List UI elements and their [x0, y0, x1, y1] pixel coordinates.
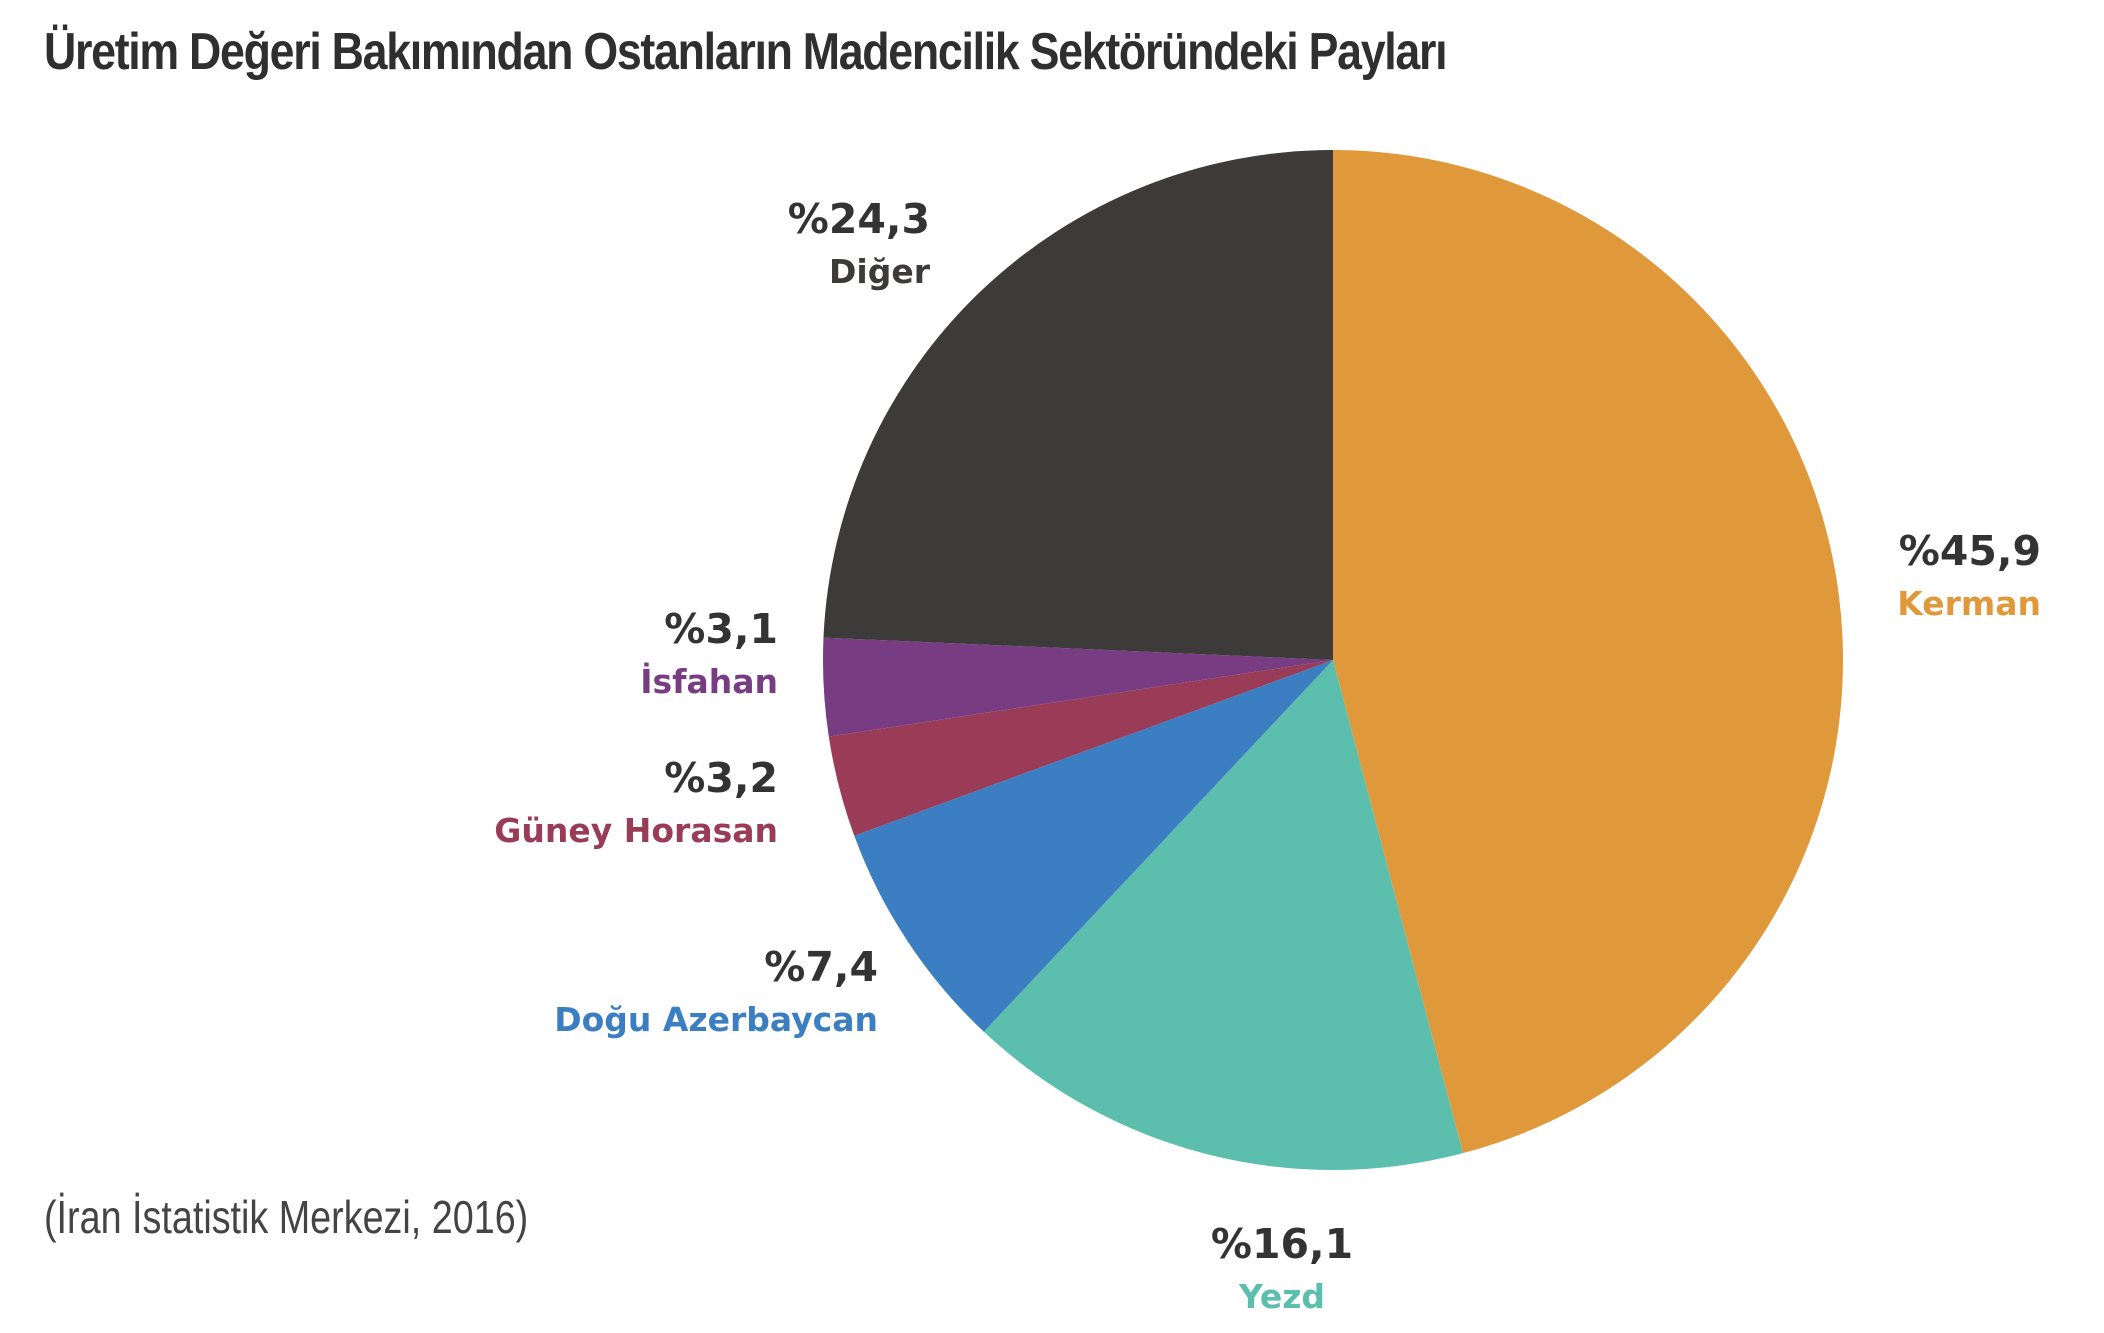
value-label-güney-horasan: %3,2 [664, 754, 778, 802]
pie-slice-kerman [1333, 150, 1843, 1154]
category-label-diğer: Diğer [829, 252, 931, 291]
category-label-güney-horasan: Güney Horasan [494, 811, 778, 850]
pie-slice-doğu-azerbaycan [854, 660, 1333, 1032]
value-label-i-sfahan: %3,1 [664, 605, 778, 653]
pie-labels: %45,9 Kerman %16,1 Yezd %7,4 Doğu Azerbaycan%… [494, 195, 2041, 1316]
value-label-kerman: %45,9 [1899, 527, 2041, 575]
value-label-yezd: %16,1 [1211, 1220, 1353, 1268]
chart-source: (İran İstatistik Merkezi, 2016) [44, 1191, 529, 1243]
category-label-yezd: Yezd [1238, 1277, 1325, 1316]
pie-slice-diğer [823, 150, 1333, 660]
pie-slice-güney-horasan [828, 660, 1333, 836]
category-label-kerman: Kerman [1897, 584, 2041, 623]
category-label-doğu-azerbaycan: Doğu Azerbaycan [554, 1000, 878, 1039]
value-label-diğer: %24,3 [788, 195, 930, 243]
pie-slice-i-sfahan [822, 637, 1333, 737]
category-label-i-sfahan: İsfahan [640, 661, 778, 701]
pie-slice-yezd [983, 660, 1463, 1170]
chart-title: Üretim Değeri Bakımından Ostanların Made… [44, 23, 1448, 81]
value-label-doğu-azerbaycan: %7,4 [764, 943, 878, 991]
pie-slices [822, 150, 1843, 1170]
